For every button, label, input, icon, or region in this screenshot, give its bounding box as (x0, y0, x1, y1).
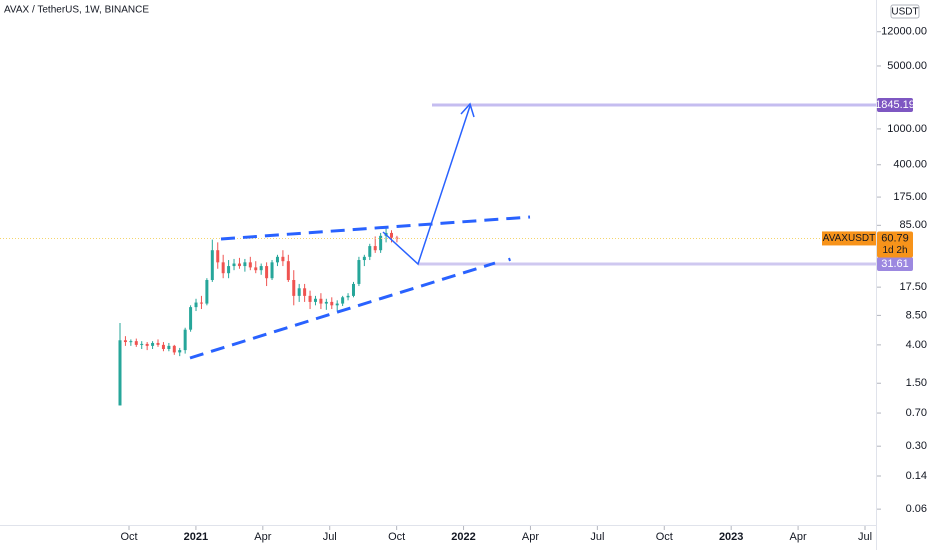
candle-body (297, 288, 301, 296)
candle-body (259, 266, 263, 271)
trend-line (220, 215, 531, 241)
candle-body (140, 343, 144, 345)
candle-body (237, 263, 241, 267)
x-tick-label: Oct (656, 531, 673, 543)
symbol-box (822, 231, 876, 246)
candle-body (379, 235, 383, 251)
chart-title: AVAX / TetherUS, 1W, BINANCE (4, 5, 149, 16)
candle-body (330, 301, 334, 306)
x-tick-label: Apr (254, 531, 271, 543)
level-label: 1845.19 (875, 99, 915, 111)
y-tick-label: 12000.00 (881, 26, 927, 38)
projection-arrow (382, 105, 471, 266)
drawings (189, 102, 531, 360)
y-tick-label: 400.00 (893, 159, 927, 171)
x-tick-label: Apr (522, 531, 539, 543)
x-tick-label: Oct (388, 531, 405, 543)
level-label: 31.61 (881, 258, 909, 270)
x-tick-label: Jul (858, 531, 872, 543)
candle-body (161, 344, 165, 349)
currency-box (890, 4, 920, 19)
candle-body (303, 288, 307, 296)
y-tick-label: 85.00 (899, 219, 927, 231)
y-tick-label: 5000.00 (887, 60, 927, 72)
candle-body (199, 302, 203, 304)
y-tick-label: 17.50 (899, 281, 927, 293)
candle-body (156, 342, 160, 345)
y-tick-label: 0.14 (906, 470, 927, 482)
candle-body (265, 266, 269, 279)
candle-body (227, 266, 231, 274)
candle-body (254, 267, 258, 271)
candle-body (351, 283, 355, 296)
candle-body (183, 329, 187, 351)
candle-body (346, 295, 350, 298)
candle-body (324, 301, 328, 304)
x-tick-label: Apr (790, 531, 807, 543)
candle-body (123, 340, 127, 343)
candle-body (210, 250, 214, 281)
candle-body (390, 232, 393, 238)
y-tick-label: 8.50 (906, 309, 927, 321)
candle-body (341, 297, 345, 304)
candle-body (167, 345, 171, 349)
candle-body (151, 342, 155, 346)
candle-body (308, 295, 312, 302)
candle-body (270, 262, 274, 279)
x-tick-label: 2022 (451, 531, 475, 543)
candle-body (178, 350, 182, 353)
candle-body (248, 262, 252, 268)
candle-body (194, 302, 198, 308)
candle-body (221, 262, 225, 274)
trend-line (189, 261, 496, 360)
candle-body (335, 303, 339, 306)
candle-body (172, 345, 176, 353)
level-label-box (877, 97, 913, 112)
candle-body (189, 307, 193, 330)
candle-body (134, 341, 138, 345)
x-tick-label: Jul (590, 531, 604, 543)
candle-body (205, 280, 209, 304)
x-tick-label: 2021 (184, 531, 208, 543)
arrow-head (460, 102, 475, 118)
candle-body (362, 256, 366, 261)
candle-body (145, 343, 149, 346)
candle-body (129, 341, 133, 343)
candle-body (319, 298, 323, 304)
candle-body (281, 256, 285, 262)
x-tick-label: Jul (323, 531, 337, 543)
y-tick-label: 1.50 (906, 377, 927, 389)
candle-body (373, 246, 377, 251)
candle-body (275, 256, 279, 263)
last-price-label: 60.79 (881, 232, 909, 244)
candle-body (232, 263, 236, 267)
candle-body (286, 261, 290, 281)
x-tick-label: 2023 (719, 531, 743, 543)
y-tick-label: 175.00 (893, 191, 927, 203)
y-tick-label: 4.00 (906, 339, 927, 351)
candle-body (216, 250, 220, 263)
candle-body (243, 262, 247, 267)
level-label-box (877, 257, 913, 272)
y-tick-label: 0.70 (906, 407, 927, 419)
trend-line (508, 257, 511, 262)
last-price-box (877, 231, 913, 258)
candle-body (313, 298, 317, 302)
symbol-label: AVAXUSDT (823, 233, 875, 244)
candle-body (292, 280, 296, 296)
countdown: 1d 2h (882, 245, 907, 256)
y-tick-label: 0.30 (906, 440, 927, 452)
x-tick-label: Oct (120, 531, 137, 543)
y-tick-label: 1000.00 (887, 123, 927, 135)
currency: USDT (891, 7, 918, 18)
candle-body (368, 246, 372, 257)
candle-body (357, 260, 361, 284)
y-tick-label: 0.06 (906, 503, 927, 515)
candle-body (118, 340, 122, 406)
